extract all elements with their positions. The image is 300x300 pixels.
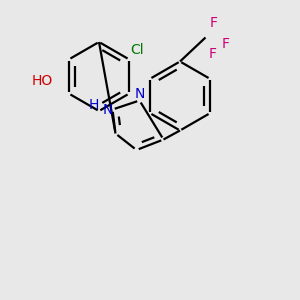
Text: N: N (134, 86, 145, 100)
Text: HO: HO (31, 74, 52, 88)
Text: Cl: Cl (130, 44, 144, 58)
Text: F: F (222, 37, 230, 50)
Text: F: F (210, 16, 218, 30)
Text: H: H (88, 98, 99, 112)
Text: N: N (102, 103, 112, 116)
Text: F: F (208, 46, 217, 61)
